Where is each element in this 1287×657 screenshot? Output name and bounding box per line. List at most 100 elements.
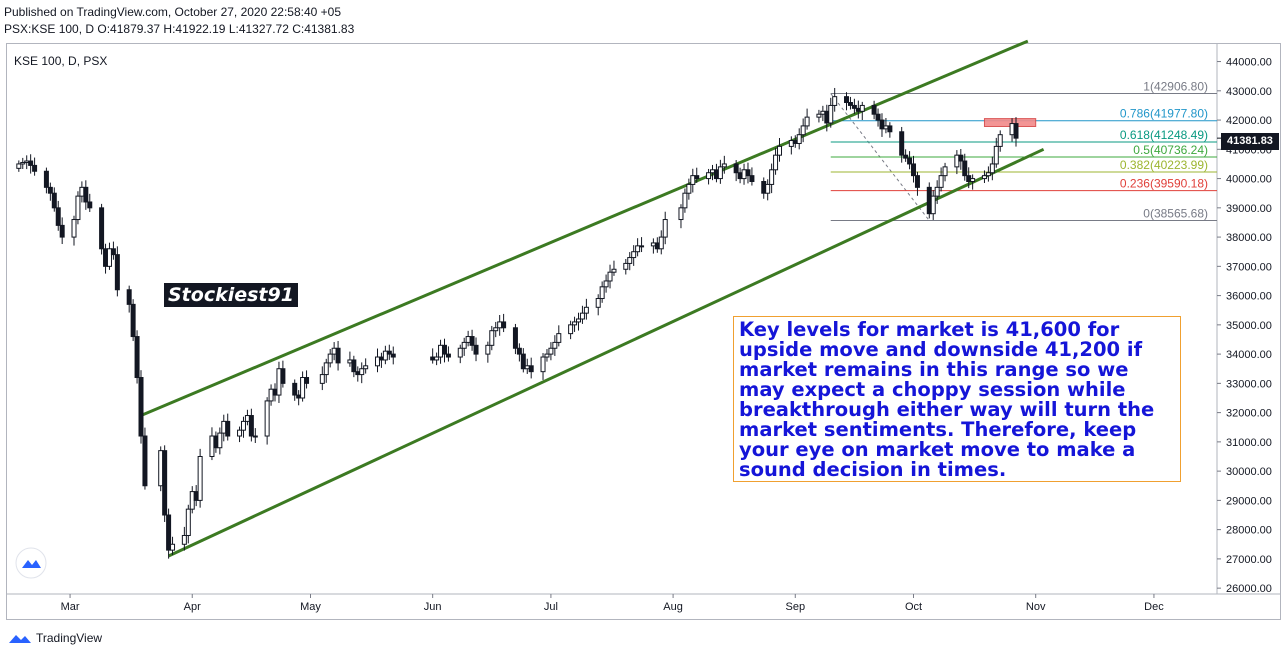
candle-up [374,356,380,367]
last-price-label: 41381.83 [1221,133,1279,150]
candle-down [528,365,534,373]
candle-down [351,359,357,373]
candle-down [193,491,199,501]
candle-up [800,125,806,136]
candle-up [765,183,771,194]
candle-up [607,271,613,282]
chart-frame[interactable] [6,43,1281,620]
fib-level-label: 1(42906.80) [1143,80,1208,94]
candle-up [682,192,688,209]
candle-down [166,514,172,551]
candle-up [217,432,223,449]
candle-down [907,157,913,165]
y-tick-label: 42000.00 [1226,115,1272,127]
fib-level-label: 0.382(40223.99) [1120,158,1208,172]
y-tick-label: 29000.00 [1226,495,1272,507]
footer-brand[interactable]: TradingView [8,631,102,645]
candle-up [323,362,329,376]
candle-up [497,321,503,329]
candle-down [47,186,53,194]
candle-down [32,164,38,172]
candle-up [678,207,684,221]
tradingview-badge-icon[interactable] [15,547,47,579]
candle-down [55,207,61,226]
candle-down [713,169,719,180]
candle-down [914,175,920,188]
badge-circle [15,547,47,579]
x-tick-label: May [300,601,321,613]
candle-down [213,435,219,449]
candle-up [623,262,629,270]
y-tick-label: 33000.00 [1226,378,1272,390]
candle-up [268,388,274,402]
candle-up [359,368,365,376]
candle-up [993,145,999,165]
candle-up [773,154,779,171]
candle-down [355,371,361,376]
candle-down [142,435,148,487]
candle-up [540,356,546,373]
candle-up [548,347,554,355]
candle-up [20,161,26,165]
candle-up [327,353,333,364]
candle-down [441,344,447,355]
candle-down [1013,123,1019,139]
y-tick-label: 36000.00 [1226,291,1272,303]
candle-down [962,160,968,177]
candle-up [627,257,633,264]
candle-up [189,491,195,510]
x-tick-label: Mar [61,601,80,613]
candle-down [966,175,972,183]
candle-up [319,374,325,384]
candle-up [662,219,668,238]
candle-down [248,415,254,437]
candle-up [197,456,203,501]
x-tick-label: Aug [663,601,683,613]
candle-up [930,195,936,215]
candle-up [457,347,463,358]
chart-title: KSE 100, D, PSX [14,54,107,68]
candle-up [934,186,940,197]
candle-down [875,113,881,121]
y-tick-label: 40000.00 [1226,174,1272,186]
candle-up [252,435,258,438]
y-tick-label: 31000.00 [1226,437,1272,449]
tradingview-logo-icon [9,635,31,643]
candle-down [134,336,140,379]
candle-down [138,377,144,437]
candle-up [796,134,802,144]
candle-down [887,125,893,133]
candle-up [1009,123,1015,136]
x-tick-label: Jul [544,601,558,613]
candle-up [970,178,976,182]
x-tick-label: Apr [184,601,201,613]
candle-up [981,175,987,180]
candle-up [524,365,530,370]
candle-up [579,312,585,320]
candle-down [654,242,660,250]
fib-level-label: 0.236(39590.18) [1120,177,1208,191]
candle-down [520,353,526,370]
candle-up [552,341,558,349]
fib-level-label: 0.5(40736.24) [1133,143,1208,157]
candle-up [575,318,581,323]
candle-up [658,236,664,250]
candle-up [777,145,783,156]
candle-down [851,104,857,109]
candle-up [264,400,270,437]
candle-down [903,154,909,159]
candle-down [473,344,479,355]
candle-up [997,134,1003,147]
candle-up [985,172,991,177]
candle-down [378,356,384,361]
candle-up [438,344,444,358]
candle-up [181,534,187,545]
published-line: Published on TradingView.com, October 27… [4,5,342,19]
candle-down [761,181,767,194]
candle-up [434,356,440,361]
candle-down [83,186,89,203]
candle-up [832,96,838,106]
x-tick-label: Nov [1026,601,1046,613]
candle-up [276,368,282,396]
